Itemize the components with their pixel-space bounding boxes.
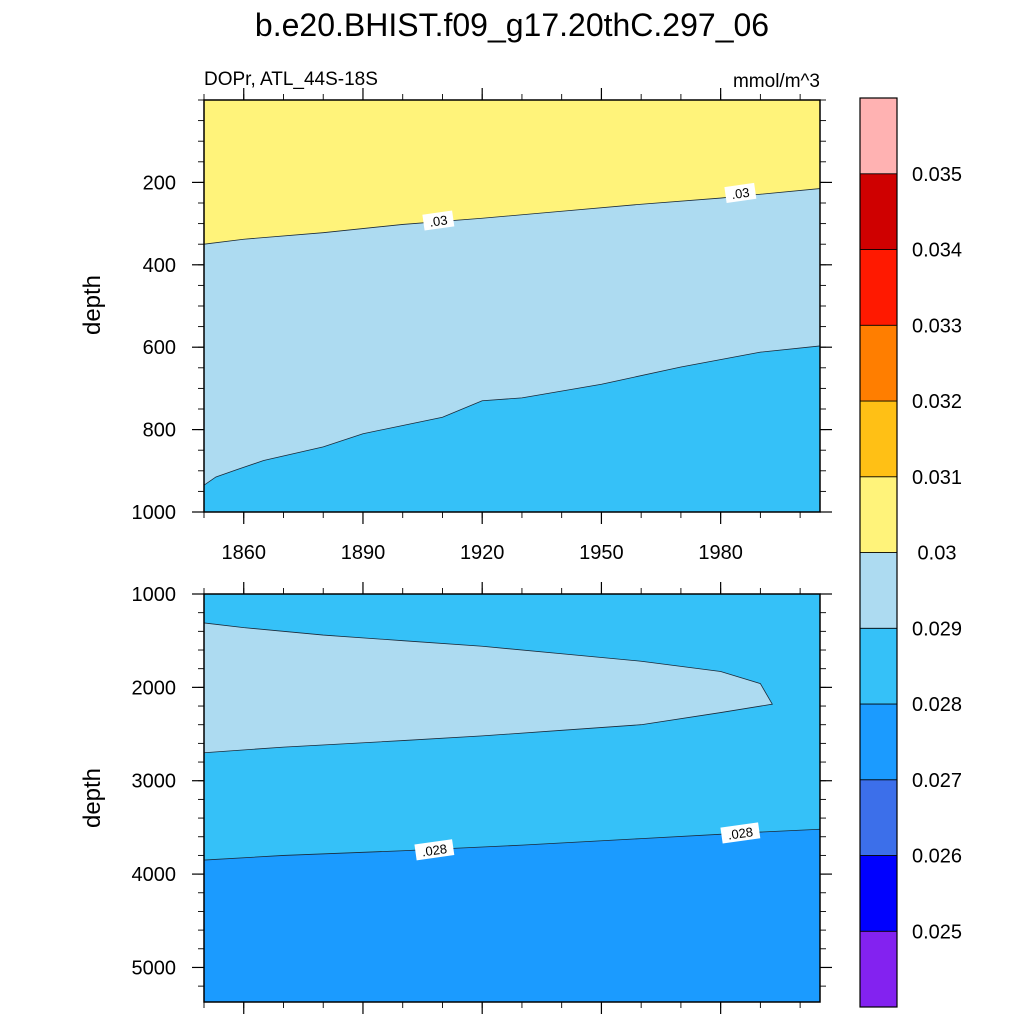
contour-label: .028 (414, 839, 455, 861)
colorbar-level-label: 0.026 (912, 846, 962, 868)
colorbar-swatch (859, 552, 898, 629)
x-tick-label: 1920 (460, 542, 505, 564)
y-tick-label: 400 (143, 255, 176, 277)
x-tick-label: 1950 (579, 542, 624, 564)
plot-frame (203, 593, 821, 1003)
units-label: mmol/m^3 (733, 71, 820, 92)
colorbar-level-label: 0.03 (918, 543, 957, 565)
svg-text:.03: .03 (730, 185, 750, 202)
colorbar-level-label: 0.027 (912, 770, 962, 792)
figure-title: b.e20.BHIST.f09_g17.20thC.297_06 (255, 7, 769, 43)
colorbar-swatch (859, 173, 898, 250)
colorbar-swatch (859, 855, 898, 932)
colorbar-swatch (859, 476, 898, 553)
bottom-y-axis-label: depth (79, 768, 106, 828)
upper-ocean-panel: .03 .03 1860 1890 1920 1950 1980 200 400 600 800 10… (132, 88, 832, 564)
colorbar-level-label: 0.028 (912, 694, 962, 716)
colorbar-level-label: 0.032 (912, 391, 962, 413)
colorbar-level-label: 0.025 (912, 921, 962, 943)
y-tick-label: 1000 (132, 502, 177, 524)
svg-text:.028: .028 (421, 841, 448, 859)
y-tick-label: 3000 (132, 771, 177, 793)
y-tick-label: 4000 (132, 864, 177, 886)
colorbar-level-label: 0.029 (912, 618, 962, 640)
y-tick-label: 600 (143, 337, 176, 359)
contour-label: .028 (720, 822, 761, 844)
y-tick-label: 1000 (132, 584, 177, 606)
contour-band-0.028-0.029 (204, 345, 820, 512)
colorbar-swatch (859, 400, 898, 478)
svg-text:.028: .028 (727, 824, 754, 842)
y-tick-label: 2000 (132, 677, 177, 699)
svg-text:.03: .03 (428, 212, 448, 229)
top-y-axis-label: depth (79, 275, 106, 335)
colorbar-swatch (859, 930, 898, 1008)
colorbar: 0.025 0.026 0.027 0.028 0.029 0.03 0.031 0.032 0… (859, 97, 962, 1008)
colorbar-swatch (859, 627, 898, 705)
x-tick-label: 1980 (698, 542, 743, 564)
colorbar-level-label: 0.034 (912, 240, 962, 262)
deep-ocean-panel: .028 .028 1000 2000 3000 4000 5000 (132, 582, 832, 1014)
contour-label: .03 (422, 210, 455, 231)
colorbar-swatch (859, 703, 898, 781)
colorbar-swatch (859, 324, 898, 402)
x-tick-label: 1890 (341, 542, 386, 564)
contour-label: .03 (724, 182, 757, 203)
colorbar-level-label: 0.035 (912, 164, 962, 186)
contour-band-0.027-0.028 (204, 828, 820, 1002)
variable-region-label: DOPr, ATL_44S-18S (204, 69, 378, 90)
y-tick-label: 5000 (132, 957, 177, 979)
colorbar-swatch (859, 779, 898, 856)
colorbar-level-label: 0.033 (912, 315, 962, 337)
y-tick-label: 800 (143, 420, 176, 442)
contour-band-0.029-0.03 (204, 622, 773, 754)
colorbar-level-label: 0.031 (912, 467, 962, 489)
colorbar-swatch (859, 249, 898, 326)
y-tick-label: 200 (143, 172, 176, 194)
x-tick-label: 1860 (221, 542, 266, 564)
colorbar-swatch (859, 97, 898, 175)
